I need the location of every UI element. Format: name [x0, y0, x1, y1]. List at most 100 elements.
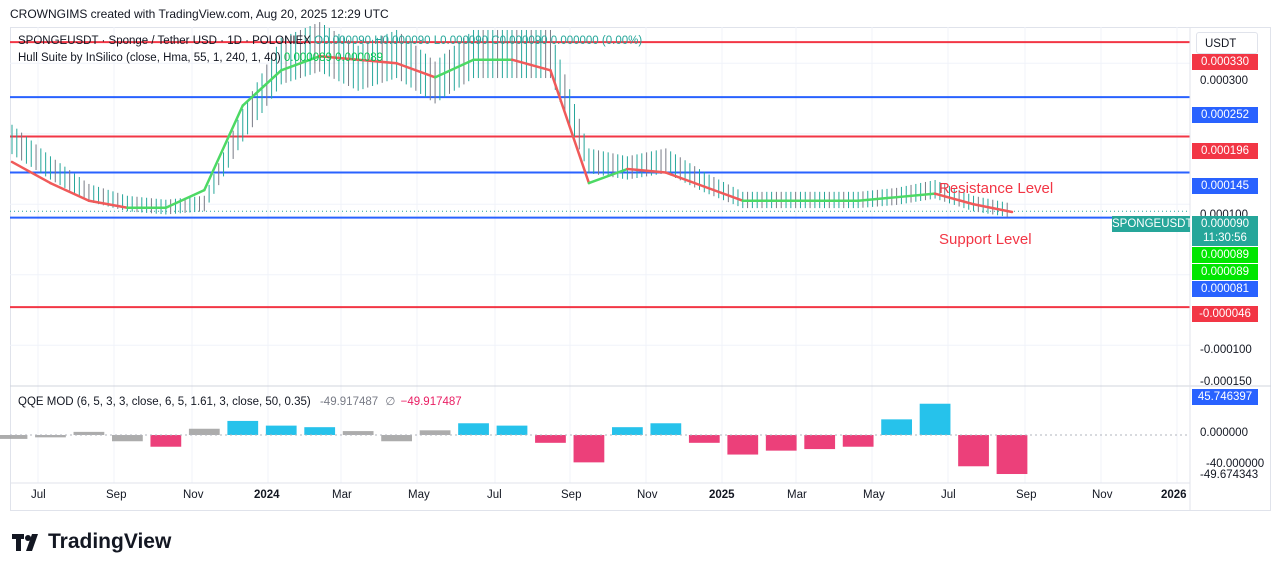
qqe-bar	[458, 423, 489, 435]
hull-ma-layer	[10, 54, 1014, 214]
qqe-title: QQE MOD (6, 5, 3, 3, close, 6, 5, 1.61, …	[18, 396, 311, 408]
tradingview-brand[interactable]: TradingView	[12, 530, 171, 554]
levels-layer	[10, 41, 1190, 309]
time-label: 2026	[1161, 489, 1187, 501]
qqe-bar	[188, 428, 220, 435]
chart-frame	[10, 27, 1271, 511]
time-label: Nov	[1092, 489, 1113, 501]
hull-ma-segment	[356, 58, 398, 65]
qqe-null-icon: ∅	[385, 396, 396, 408]
hull-ma-segment	[395, 61, 437, 79]
qqe-bar	[381, 435, 412, 442]
hull-ma-segment	[318, 54, 360, 61]
hull-ma-segment	[433, 58, 475, 79]
resistance-level-label: Resistance Level	[939, 180, 1054, 197]
qqe-bar	[842, 435, 874, 447]
countdown-tag: 11:30:56	[1192, 230, 1258, 246]
price-tag-1: 0.000252	[1192, 107, 1258, 123]
qqe-bar	[919, 403, 951, 435]
hull-ma-segment	[587, 167, 629, 185]
price-tag-3: 0.000145	[1192, 178, 1258, 194]
hull-ma-segment	[664, 171, 706, 188]
chart-credit: CROWNGIMS created with TradingView.com, …	[10, 7, 389, 21]
price-tag-7: 0.000089	[1192, 264, 1258, 280]
qqe-tick: -40.000000	[1206, 458, 1265, 470]
hull-ma-segment	[164, 188, 206, 210]
qqe-bar	[535, 435, 566, 443]
qqe-legend[interactable]: QQE MOD (6, 5, 3, 3, close, 6, 5, 1.61, …	[18, 394, 462, 408]
symbol-title: SPONGEUSDT · Sponge / Tether USD · 1D · …	[18, 35, 311, 47]
qqe-bar	[765, 435, 797, 451]
price-tag-2: 0.000196	[1192, 143, 1258, 159]
price-tag-8: 0.000081	[1192, 281, 1258, 297]
qqe-bar	[73, 431, 105, 435]
price-tick: 0.000300	[1200, 75, 1248, 87]
qqe-bar	[573, 435, 605, 463]
time-label: Jul	[487, 489, 502, 501]
ohlc-values: O0.000090 H0.000090 L0.000090 C0.000090 …	[314, 35, 643, 47]
hull-ma-segment	[703, 185, 745, 202]
qqe-bar	[996, 435, 1028, 475]
qqe-bar	[35, 435, 66, 438]
qqe-bar	[419, 430, 451, 435]
time-label: Sep	[1016, 489, 1037, 501]
qqe-bar	[150, 435, 182, 447]
symbol-legend[interactable]: SPONGEUSDT · Sponge / Tether USD · 1D · …	[18, 35, 642, 47]
hull-ma-segment	[10, 160, 52, 185]
time-label: May	[408, 489, 430, 501]
time-label: Nov	[637, 489, 658, 501]
time-label: Mar	[332, 489, 352, 501]
qqe-bar	[727, 435, 759, 455]
hull-ma-segment	[203, 104, 245, 192]
hull-title: Hull Suite by InSilico (close, Hma, 55, …	[18, 52, 281, 64]
qqe-value-2: −49.917487	[400, 396, 462, 408]
time-label: Nov	[183, 489, 204, 501]
qqe-bar	[342, 431, 374, 435]
time-label: 2024	[254, 489, 280, 501]
hull-ma-segment	[895, 192, 937, 199]
tradingview-logo-icon	[12, 534, 38, 551]
symbol-price-tag: SPONGEUSDT	[1112, 216, 1193, 232]
price-series-layer	[11, 22, 1008, 217]
price-tag-4: 0.000090	[1192, 216, 1258, 232]
qqe-bar	[304, 427, 336, 435]
qqe-bar	[0, 435, 28, 439]
qqe-bar	[227, 420, 259, 435]
hull-ma-segment	[626, 167, 668, 174]
qqe-bar	[688, 435, 720, 443]
hull-ma-segment	[972, 202, 1014, 214]
hull-ma-segment	[279, 54, 321, 72]
hull-ma-segment	[87, 199, 129, 210]
hull-ma-segment	[49, 181, 91, 202]
time-label: 2025	[709, 489, 735, 501]
price-tag-6: 0.000089	[1192, 247, 1258, 263]
time-label: Mar	[787, 489, 807, 501]
time-label: Sep	[106, 489, 127, 501]
qqe-value-1: -49.917487	[319, 396, 379, 408]
qqe-bar	[612, 427, 643, 435]
hull-ma-segment	[933, 192, 975, 206]
hull-legend[interactable]: Hull Suite by InSilico (close, Hma, 55, …	[18, 52, 383, 64]
qqe-bar	[881, 419, 912, 435]
time-label: Jul	[941, 489, 956, 501]
qqe-tag-0: 45.746397	[1192, 389, 1258, 405]
price-tag-9: -0.000046	[1192, 306, 1258, 322]
time-label: Sep	[561, 489, 582, 501]
qqe-bar	[958, 435, 989, 467]
grid-layer	[10, 27, 1190, 483]
qqe-bar	[650, 423, 682, 435]
hull-ma-segment	[549, 69, 591, 185]
time-label: May	[863, 489, 885, 501]
qqe-bar	[112, 435, 143, 442]
currency-button[interactable]: USDT	[1196, 32, 1258, 54]
support-level-label: Support Level	[939, 231, 1032, 248]
qqe-bar	[804, 435, 836, 450]
hull-ma-segment	[241, 69, 283, 107]
qqe-tick: -49.674343	[1200, 469, 1259, 481]
hull-values: 0.000089 0.000089	[283, 52, 384, 64]
qqe-histogram-layer	[0, 403, 1190, 475]
qqe-bar	[265, 425, 297, 435]
hull-ma-segment	[510, 58, 552, 72]
price-tick: -0.000100	[1200, 344, 1252, 356]
